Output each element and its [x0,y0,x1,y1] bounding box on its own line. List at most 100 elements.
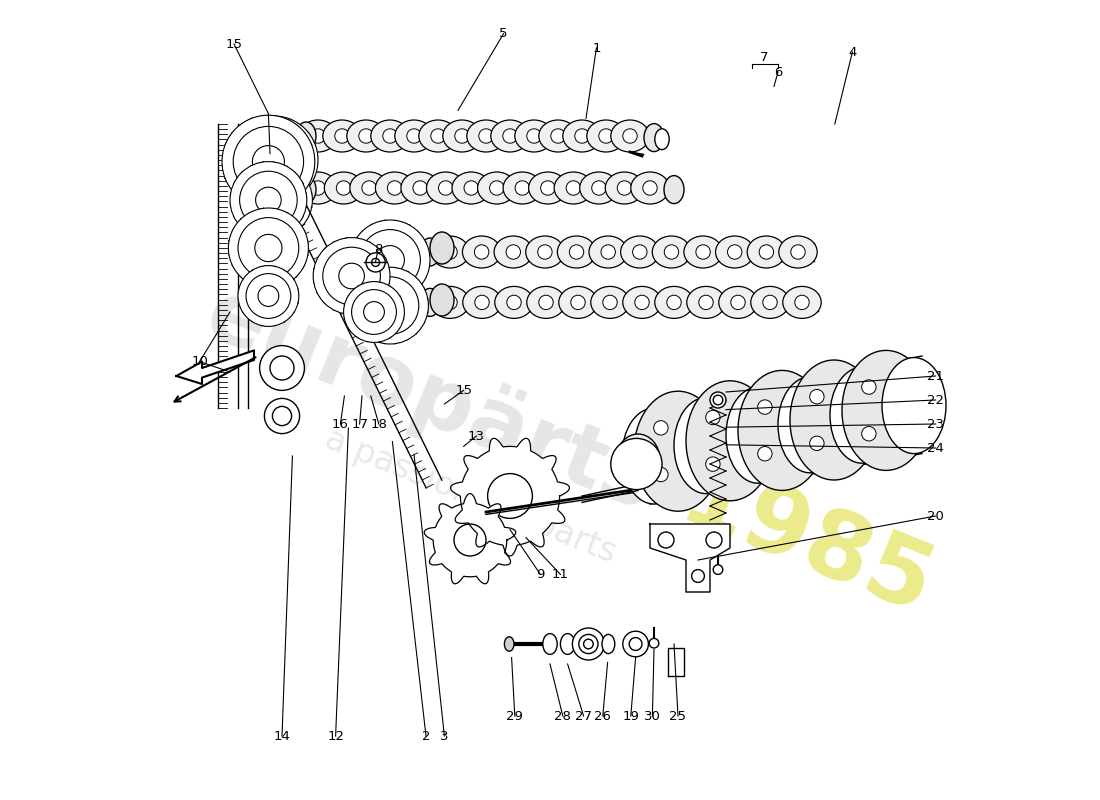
Ellipse shape [296,122,316,150]
Circle shape [861,426,876,441]
Circle shape [273,406,292,426]
Text: 7: 7 [760,51,769,64]
Circle shape [255,234,282,262]
Circle shape [464,181,478,195]
Ellipse shape [586,120,625,152]
Ellipse shape [371,120,409,152]
Ellipse shape [588,236,627,268]
Ellipse shape [790,360,878,480]
Circle shape [698,295,713,310]
Circle shape [322,247,381,305]
Circle shape [364,302,384,322]
Polygon shape [650,524,730,592]
Ellipse shape [346,120,385,152]
Circle shape [758,446,772,461]
Ellipse shape [299,120,338,152]
Circle shape [664,245,679,259]
Circle shape [352,267,428,344]
Circle shape [260,346,305,390]
Circle shape [261,187,287,213]
Text: 19: 19 [623,710,639,722]
Circle shape [233,126,304,197]
Text: 3: 3 [440,730,449,742]
Ellipse shape [463,286,502,318]
Ellipse shape [515,120,553,152]
Ellipse shape [466,120,505,152]
Ellipse shape [778,377,842,473]
Circle shape [337,181,351,195]
Text: 18: 18 [371,418,387,430]
Circle shape [713,395,723,405]
Text: 24: 24 [927,442,944,454]
Text: 30: 30 [644,710,661,722]
Ellipse shape [560,634,575,654]
Circle shape [844,390,858,404]
Ellipse shape [539,120,578,152]
Text: 6: 6 [773,66,782,78]
Circle shape [610,438,662,490]
Circle shape [579,634,598,654]
Circle shape [255,187,282,213]
Circle shape [241,126,308,194]
Ellipse shape [503,172,541,204]
Ellipse shape [494,236,532,268]
Circle shape [454,129,470,143]
Ellipse shape [505,637,514,651]
Ellipse shape [420,288,440,317]
Circle shape [653,467,668,482]
Ellipse shape [559,286,597,318]
Circle shape [334,129,349,143]
Circle shape [359,129,373,143]
Circle shape [352,290,396,334]
Text: 10: 10 [191,355,208,368]
Text: 1: 1 [592,42,601,54]
Circle shape [503,129,517,143]
Ellipse shape [527,286,565,318]
Ellipse shape [431,286,470,318]
Ellipse shape [783,286,822,318]
Circle shape [222,115,315,208]
Circle shape [362,181,376,195]
Text: 14: 14 [274,730,290,742]
Circle shape [632,245,647,259]
Ellipse shape [882,358,946,454]
Text: europärts: europärts [194,271,667,529]
Ellipse shape [477,172,516,204]
Ellipse shape [491,120,529,152]
Text: 11: 11 [552,568,569,581]
Circle shape [601,245,615,259]
Ellipse shape [715,236,754,268]
Ellipse shape [620,236,659,268]
Ellipse shape [602,634,615,654]
Circle shape [412,181,428,195]
Text: 26: 26 [594,710,612,722]
Ellipse shape [420,238,440,266]
Circle shape [617,181,631,195]
Circle shape [895,426,911,441]
Ellipse shape [419,120,458,152]
Circle shape [895,380,911,394]
Circle shape [475,295,490,310]
Circle shape [551,129,565,143]
Circle shape [539,295,553,310]
Circle shape [314,238,390,314]
Ellipse shape [375,172,414,204]
Circle shape [844,436,858,450]
Text: a passion for parts: a passion for parts [319,422,620,570]
Circle shape [387,181,402,195]
Text: 21: 21 [927,370,944,382]
Circle shape [366,253,385,272]
Circle shape [653,421,668,435]
Circle shape [230,162,307,238]
Circle shape [740,457,755,471]
Circle shape [571,295,585,310]
Circle shape [706,410,721,425]
Circle shape [584,639,593,649]
Circle shape [658,532,674,548]
Circle shape [688,421,702,435]
Circle shape [407,129,421,143]
Circle shape [649,638,659,648]
Ellipse shape [529,172,566,204]
Circle shape [343,282,405,342]
Ellipse shape [322,120,361,152]
